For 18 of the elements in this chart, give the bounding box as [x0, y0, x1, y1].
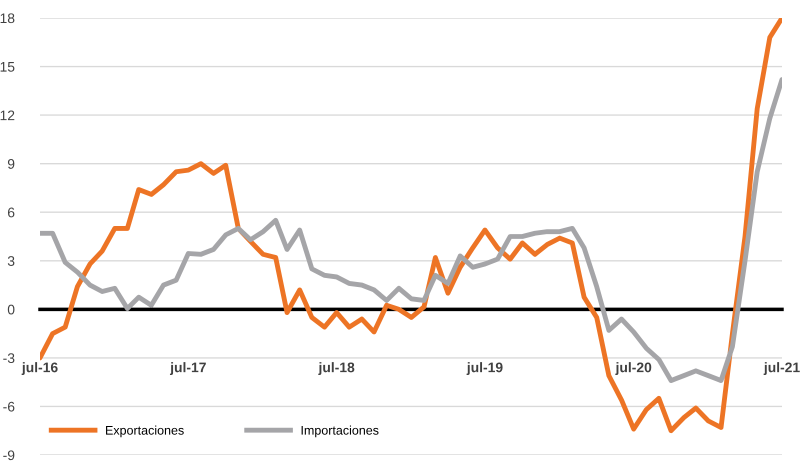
x-tick-label: jul-21	[764, 362, 800, 376]
x-tick-label: jul-20	[615, 362, 652, 376]
x-tick-label: jul-19	[466, 362, 503, 376]
y-tick-label: 9	[8, 159, 14, 169]
y-tick-label: 15	[0, 62, 14, 72]
y-tick-label: -9	[3, 450, 14, 460]
y-tick-label: -3	[3, 353, 14, 364]
y-tick-label: 18	[0, 13, 14, 24]
x-tick-label: jul-18	[318, 362, 354, 376]
y-tick-label: 12	[0, 110, 14, 120]
y-tick-label: -6	[3, 402, 14, 412]
y-tick-label: 6	[8, 208, 14, 218]
y-tick-label: 3	[8, 256, 14, 266]
x-tick-label: jul-16	[22, 362, 58, 376]
legend-label: Importaciones	[302, 426, 379, 438]
x-tick-label: jul-17	[170, 362, 206, 376]
legend-label: Exportaciones	[106, 426, 184, 438]
y-tick-label: 0	[8, 304, 14, 315]
